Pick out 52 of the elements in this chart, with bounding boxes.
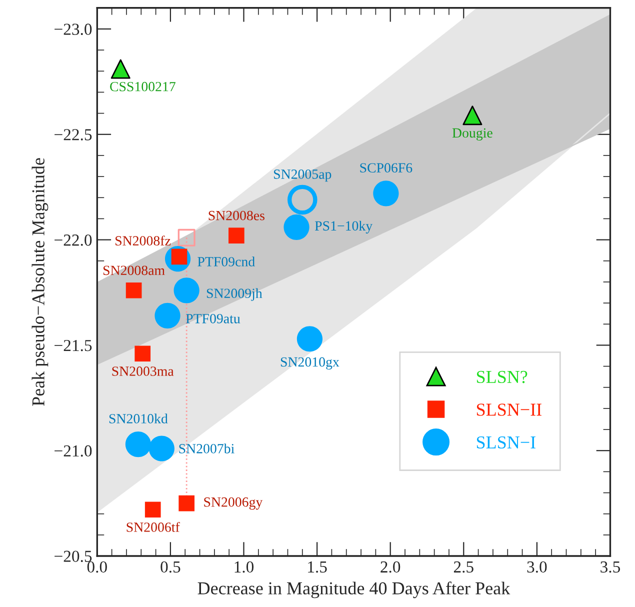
legend-label: SLSN−I <box>476 436 536 449</box>
data-label: SN2003ma <box>112 366 174 376</box>
x-tick-label: 1.0 <box>234 561 254 573</box>
point <box>174 278 200 304</box>
data-label: SN2005ap <box>274 169 332 182</box>
y-tick-label: −20.5 <box>54 550 92 562</box>
x-tick-label: 3.0 <box>527 561 547 573</box>
x-tick-label: 2.5 <box>454 561 474 573</box>
data-label: SN2007bi <box>179 444 234 454</box>
data-label: PTF09atu <box>186 314 240 324</box>
point <box>144 502 161 518</box>
x-tick-label: 0.0 <box>87 561 107 573</box>
x-axis-title: Decrease in Magnitude 40 Days After Peak <box>198 582 510 598</box>
y-tick-label: −22.5 <box>54 129 92 140</box>
x-tick-label: 1.5 <box>308 561 327 573</box>
point <box>134 346 151 362</box>
data-label: SN2006gy <box>204 497 263 510</box>
x-tick-label: 0.5 <box>160 561 180 573</box>
point <box>462 106 482 126</box>
point <box>373 180 399 206</box>
legend-label: SLSN? <box>476 370 528 384</box>
point <box>126 282 142 298</box>
data-label: SN2006tf <box>126 522 180 532</box>
data-label: PS1−10ky <box>314 220 373 234</box>
data-label: SN2008fz <box>116 236 171 246</box>
point <box>296 326 323 352</box>
y-tick-label: −23.0 <box>54 24 92 35</box>
y-axis-title: Peak pseudo−Absolute Magnitude <box>32 158 48 406</box>
point <box>148 436 174 462</box>
data-label: PTF09cnd <box>198 256 255 266</box>
x-tick-label: 3.5 <box>600 561 620 573</box>
legend-label: SLSN−II <box>476 404 542 416</box>
y-tick-label: −22.0 <box>54 234 92 246</box>
point <box>178 495 194 512</box>
point <box>284 214 310 240</box>
data-label: SN2008es <box>208 210 264 220</box>
point <box>287 184 318 215</box>
point <box>110 59 130 79</box>
data-label: SCP06F6 <box>360 163 412 173</box>
data-label: CSS100217 <box>110 82 176 92</box>
point <box>125 431 152 458</box>
data-label: SN2010gx <box>280 357 340 370</box>
data-label: Dougie <box>452 128 492 141</box>
point <box>154 302 180 328</box>
data-label: SN2008am <box>103 266 165 276</box>
data-label: SN2009jh <box>206 288 262 301</box>
point <box>178 228 196 246</box>
y-tick-label: −21.5 <box>54 340 92 352</box>
x-tick-label: 2.0 <box>380 561 400 573</box>
point <box>228 228 244 244</box>
y-tick-label: −21.0 <box>54 445 92 457</box>
data-label: SN2010kd <box>109 414 168 424</box>
